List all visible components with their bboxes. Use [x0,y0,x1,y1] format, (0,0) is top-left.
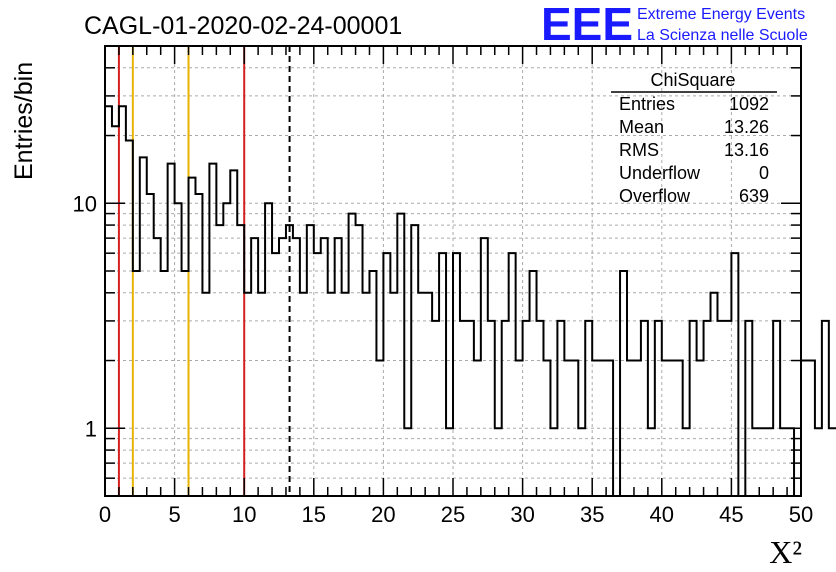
x-tick-label: 10 [232,502,256,527]
chart-title: CAGL-01-2020-02-24-00001 [84,12,402,40]
stats-rms-value: 13.16 [724,140,769,160]
logo-line1: Extreme Energy Events [637,6,805,23]
y-axis-label: Entries/bin [10,62,38,180]
x-tick-label: 0 [99,502,111,527]
stats-underflow-label: Underflow [619,163,701,183]
x-tick-label: 35 [580,502,604,527]
axis-ticks [104,45,802,497]
stats-rms-label: RMS [619,140,659,160]
stats-entries-label: Entries [619,94,675,114]
stats-mean-label: Mean [619,117,664,137]
x-tick-label: 30 [510,502,534,527]
stats-underflow-value: 0 [759,163,769,183]
stats-entries-value: 1092 [729,94,769,114]
x-tick-label: 25 [441,502,465,527]
x-tick-label: 15 [302,502,326,527]
stats-overflow-value: 639 [739,186,769,206]
stats-overflow-label: Overflow [619,186,691,206]
x-axis-label: X² [769,534,802,570]
x-tick-label: 50 [789,502,813,527]
histogram-series [105,105,836,497]
logo-mark: EEE [541,0,633,50]
x-tick-label: 20 [371,502,395,527]
stats-mean-value: 13.26 [724,117,769,137]
x-tick-label: 45 [719,502,743,527]
x-tick-label: 40 [650,502,674,527]
y-tick-label: 1 [85,416,97,441]
stats-box-name: ChiSquare [650,70,735,90]
eee-logo: EEE Extreme Energy Events La Scienza nel… [541,0,808,50]
tick-labels: 0 5 10 15 20 25 30 35 40 45 50 1 10 [73,191,814,527]
y-tick-label: 10 [73,191,97,216]
logo-line2: La Scienza nelle Scuole [637,27,808,44]
x-tick-label: 5 [168,502,180,527]
stats-box: ChiSquare Entries 1092 Mean 13.26 RMS 13… [611,70,777,206]
